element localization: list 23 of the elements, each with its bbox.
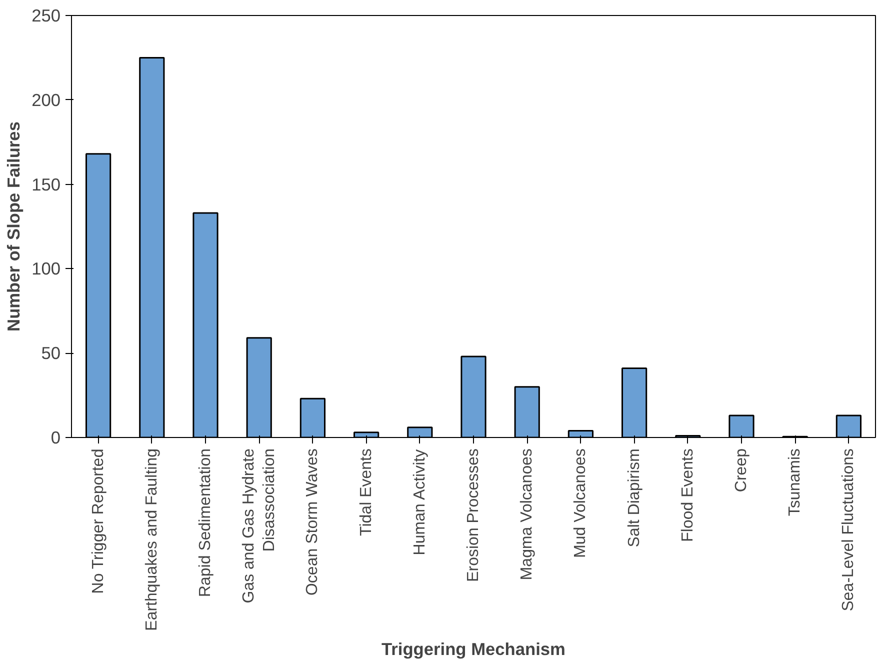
- x-tick-label: Tsunamis: [786, 448, 804, 516]
- x-tick-label: Erosion Processes: [465, 448, 482, 582]
- x-tick-label: Earthquakes and Faulting: [143, 448, 160, 631]
- x-tick-label: Tidal Events: [358, 448, 375, 536]
- x-axis-title: Triggering Mechanism: [382, 638, 566, 659]
- x-tick-label: No Trigger Reported: [90, 448, 107, 594]
- x-tick-label: Creep: [733, 448, 750, 492]
- x-tick-label: Sea-Level Fluctuations: [840, 448, 858, 612]
- y-tick-label: 100: [32, 258, 61, 279]
- x-tick-label: Magma Volcanoes: [518, 448, 536, 580]
- x-tick-label: Mud Volcanoes: [572, 448, 590, 558]
- x-tick-label: Ocean Storm Waves: [304, 448, 322, 596]
- x-tick-label: Human Activity: [411, 449, 428, 556]
- y-axis-title: Number of Slope Failures: [4, 122, 24, 332]
- y-tick-label: 250: [32, 6, 61, 26]
- x-tick-label: Flood Events: [679, 448, 696, 542]
- y-tick-label: 0: [50, 428, 61, 448]
- y-tick-label: 150: [32, 174, 61, 194]
- y-tick-label: 200: [32, 90, 61, 110]
- x-tick-label: Rapid Sedimentation: [197, 448, 214, 598]
- x-tick-label: Salt Diapirism: [626, 448, 643, 548]
- x-tick-label: Gas and Gas Hydrate Disassociation: [240, 448, 278, 604]
- y-tick-label: 50: [41, 343, 61, 364]
